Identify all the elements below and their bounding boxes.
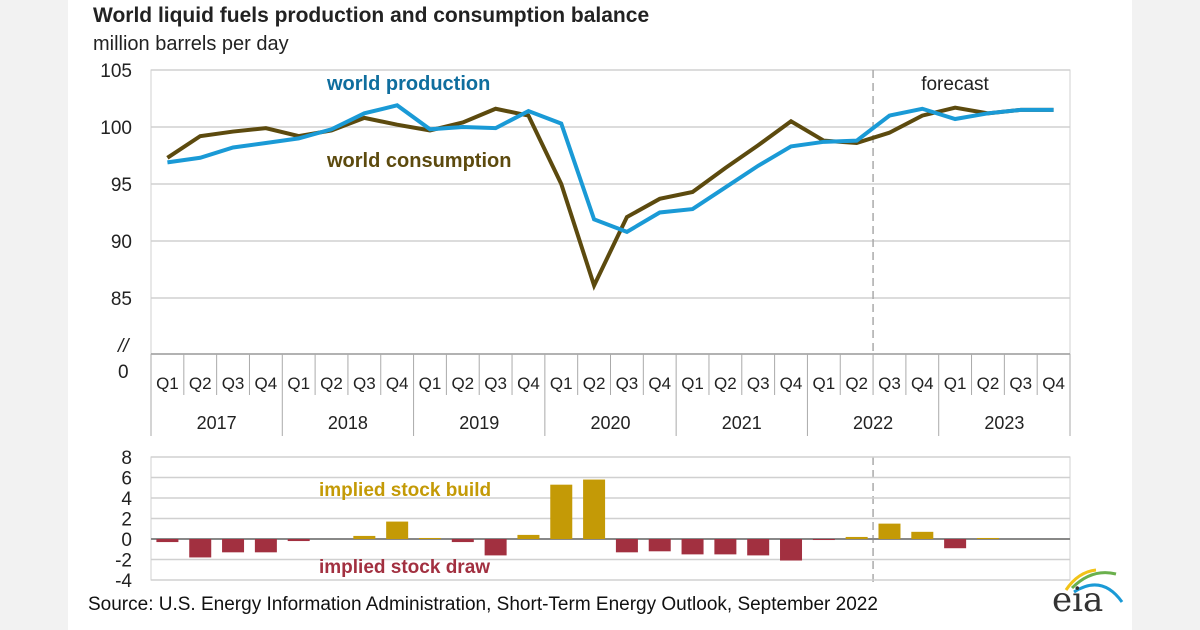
year-label: 2020: [590, 413, 630, 433]
stock-draw-bar: [222, 539, 245, 553]
quarter-label: Q1: [681, 374, 704, 393]
bar-y-tick-label: 4: [121, 489, 132, 510]
stock-build-bar: [976, 537, 999, 539]
stock-draw-bar: [287, 539, 310, 542]
quarter-label: Q3: [484, 374, 507, 393]
axis-break-label: //: [116, 336, 130, 357]
consumption-legend-label: world consumption: [326, 150, 511, 172]
quarter-label: Q3: [1009, 374, 1032, 393]
quarter-label: Q3: [353, 374, 376, 393]
quarter-label: Q3: [616, 374, 639, 393]
stock-build-bar: [550, 484, 573, 539]
stock-draw-bar: [615, 539, 638, 553]
quarter-label: Q1: [944, 374, 967, 393]
quarter-label: Q3: [747, 374, 770, 393]
quarter-label: Q2: [714, 374, 737, 393]
stock-build-bar: [845, 536, 868, 539]
stock-draw-bar: [254, 539, 277, 553]
stock-build-bar: [583, 479, 606, 539]
stock-build-bar: [418, 537, 441, 539]
quarter-label: Q2: [320, 374, 343, 393]
y-zero-label: 0: [118, 362, 129, 383]
stock-build-bar: [353, 535, 376, 539]
quarter-label: Q4: [386, 374, 409, 393]
stock-draw-bar: [714, 539, 737, 555]
quarter-label: Q4: [517, 374, 540, 393]
forecast-label: forecast: [921, 74, 989, 95]
stock-draw-bar: [681, 539, 704, 555]
chart-subtitle: million barrels per day: [93, 33, 289, 55]
stock-draw-bar: [156, 539, 179, 543]
consumption-line: [166, 105, 1054, 291]
quarter-label: Q4: [780, 374, 803, 393]
production-line: [167, 103, 1054, 235]
y-tick-label: 95: [111, 175, 132, 196]
quarter-label: Q2: [977, 374, 1000, 393]
quarter-label: Q2: [845, 374, 868, 393]
bar-y-tick-label: -4: [115, 571, 132, 592]
quarter-label: Q3: [878, 374, 901, 393]
quarter-label: Q2: [189, 374, 212, 393]
quarter-label: Q1: [550, 374, 573, 393]
year-label: 2018: [328, 413, 368, 433]
bar-y-tick-label: -2: [115, 551, 132, 572]
stock-build-bar: [878, 523, 901, 539]
stock-draw-bar: [484, 539, 507, 556]
quarter-label: Q1: [156, 374, 179, 393]
quarter-label: Q4: [1042, 374, 1065, 393]
production-legend-label: world production: [326, 73, 490, 95]
chart-title: World liquid fuels production and consum…: [93, 4, 650, 27]
stock-draw-bar: [451, 539, 474, 543]
quarter-label: Q1: [812, 374, 835, 393]
quarter-label: Q3: [222, 374, 245, 393]
stock-build-bar: [517, 534, 540, 539]
year-label: 2017: [197, 413, 237, 433]
quarter-label: Q2: [583, 374, 606, 393]
year-label: 2019: [459, 413, 499, 433]
eia-logo-swoosh-icon: [1064, 568, 1124, 603]
quarter-label: Q2: [451, 374, 474, 393]
bar-y-tick-label: 2: [121, 510, 132, 531]
source-note: Source: U.S. Energy Information Administ…: [88, 594, 878, 615]
bar-y-tick-label: 0: [121, 530, 132, 551]
y-tick-label: 100: [100, 118, 132, 139]
stock-build-bar: [386, 521, 409, 539]
quarter-label: Q4: [255, 374, 278, 393]
quarter-label: Q1: [287, 374, 310, 393]
draw-legend-label: implied stock draw: [319, 557, 490, 578]
stock-draw-bar: [812, 539, 835, 541]
stock-draw-bar: [189, 539, 212, 558]
quarter-label: Q4: [648, 374, 671, 393]
year-label: 2022: [853, 413, 893, 433]
stock-draw-bar: [648, 539, 671, 552]
stock-draw-bar: [747, 539, 770, 556]
year-label: 2021: [722, 413, 762, 433]
quarter-label: Q4: [911, 374, 934, 393]
year-label: 2023: [984, 413, 1024, 433]
quarter-label: Q1: [419, 374, 442, 393]
y-tick-label: 85: [111, 289, 132, 310]
eia-logo: eia: [1052, 568, 1124, 620]
y-tick-label: 90: [111, 232, 132, 253]
stock-draw-bar: [780, 539, 803, 561]
bar-y-tick-label: 6: [121, 469, 132, 490]
stock-build-bar: [911, 531, 934, 539]
bar-y-tick-label: 8: [121, 448, 132, 469]
build-legend-label: implied stock build: [319, 480, 491, 501]
eia-logo-text: eia: [1052, 580, 1104, 620]
y-tick-label: 105: [100, 61, 132, 82]
stock-draw-bar: [944, 539, 967, 549]
